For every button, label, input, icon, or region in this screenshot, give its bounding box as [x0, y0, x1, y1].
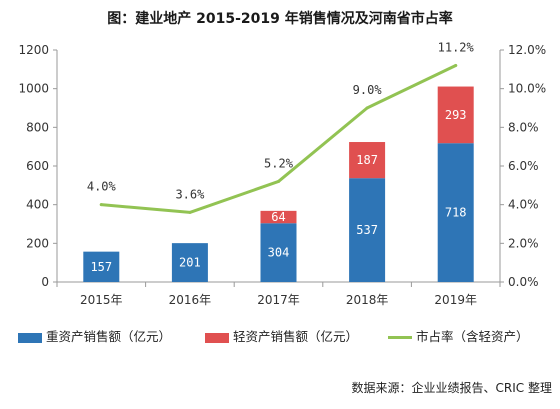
- legend-swatch-light: [205, 332, 229, 343]
- y-right-tick-label: 10.0%: [508, 82, 546, 96]
- y-right-tick-label: 2.0%: [508, 236, 539, 250]
- market-share-point: [99, 203, 103, 207]
- legend-item-heavy: 重资产销售额（亿元）: [18, 326, 171, 345]
- y-left-tick-label: 600: [26, 159, 49, 173]
- bar-heavy-value-label: 304: [268, 246, 290, 260]
- x-tick-label: 2016年: [169, 293, 212, 307]
- x-tick-label: 2015年: [80, 293, 123, 307]
- legend-swatch-heavy: [18, 332, 42, 343]
- x-tick-label: 2017年: [257, 293, 300, 307]
- bar-light-asset: [260, 210, 297, 224]
- bar-light-value-label: 64: [271, 210, 285, 224]
- legend-label-light: 轻资产销售额（亿元）: [233, 329, 359, 344]
- market-share-value-label: 9.0%: [353, 83, 383, 97]
- y-left-tick-label: 1000: [18, 82, 49, 96]
- legend: 重资产销售额（亿元） 轻资产销售额（亿元） 市占率（含轻资产）: [0, 326, 560, 346]
- market-share-line: [99, 63, 458, 214]
- bar-heavy-asset: [83, 251, 120, 282]
- bar-heavy-asset: [260, 223, 297, 282]
- x-tick-label: 2019年: [434, 293, 477, 307]
- y-right-tick-label: 0.0%: [508, 275, 539, 289]
- bar-heavy-asset: [349, 178, 386, 282]
- y-left-tick-label: 400: [26, 198, 49, 212]
- y-right-tick-label: 8.0%: [508, 120, 539, 134]
- bar-light-value-label: 187: [356, 153, 378, 167]
- y-right-tick-label: 6.0%: [508, 159, 539, 173]
- legend-label-heavy: 重资产销售额（亿元）: [46, 329, 172, 344]
- legend-item-share: 市占率（含轻资产）: [388, 326, 529, 345]
- bar-light-asset: [437, 86, 474, 144]
- y-left-tick-label: 200: [26, 236, 49, 250]
- market-share-value-label: 11.2%: [438, 40, 475, 54]
- bar-light-value-label: 293: [445, 108, 467, 122]
- legend-swatch-share: [388, 336, 412, 339]
- y-right-tick-label: 12.0%: [508, 43, 546, 57]
- legend-item-light: 轻资产销售额（亿元）: [205, 326, 358, 345]
- bar-light-asset: [349, 142, 386, 179]
- market-share-value-label: 3.6%: [175, 187, 205, 201]
- market-share-point: [365, 106, 369, 110]
- market-share-value-label: 5.2%: [264, 156, 294, 170]
- market-share-point: [188, 210, 192, 214]
- market-share-point: [277, 179, 280, 183]
- bar-heavy-value-label: 718: [445, 206, 467, 220]
- market-share-value-label: 4.0%: [87, 180, 117, 194]
- bar-heavy-value-label: 537: [356, 223, 378, 237]
- market-share-point: [454, 63, 458, 67]
- bar-heavy-asset: [437, 143, 474, 282]
- x-tick-label: 2018年: [346, 293, 389, 307]
- source-note: 数据来源：企业业绩报告、CRIC 整理: [351, 381, 552, 395]
- legend-label-share: 市占率（含轻资产）: [416, 329, 529, 344]
- chart-title: 图：建业地产 2015-2019 年销售情况及河南省市占率: [107, 11, 453, 27]
- bar-heavy-value-label: 201: [179, 256, 201, 270]
- y-left-tick-label: 800: [26, 120, 49, 134]
- y-left-tick-label: 1200: [18, 43, 49, 57]
- y-right-tick-label: 4.0%: [508, 198, 539, 212]
- bar-heavy-asset: [171, 243, 208, 282]
- y-left-tick-label: 0: [41, 275, 49, 289]
- bar-heavy-value-label: 157: [90, 260, 112, 274]
